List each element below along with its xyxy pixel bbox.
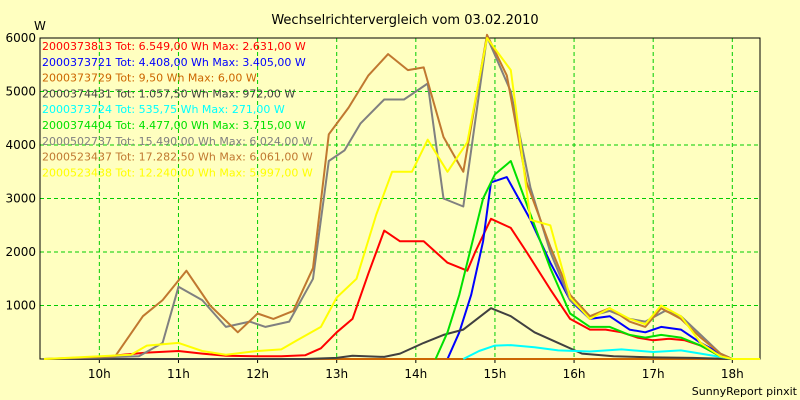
series-line-5	[462, 344, 733, 360]
x-tick-label: 11h	[167, 367, 190, 381]
footer-credit: SunnyReport pinxit	[692, 385, 798, 398]
series-line-6	[434, 160, 733, 360]
legend-entry-8: 2000523437 Tot: 17.282,50 Wh Max: 6.061,…	[42, 151, 313, 164]
y-tick-label: 1000	[5, 299, 36, 313]
legend-entry-6: 2000374404 Tot: 4.477,00 Wh Max: 3.715,0…	[42, 119, 306, 132]
series-line-8	[43, 33, 760, 360]
legend-entry-3: 2000373729 Tot: 9,50 Wh Max: 6,00 W	[42, 72, 257, 85]
x-tick-label: 15h	[484, 367, 507, 381]
x-tick-label: 14h	[404, 367, 427, 381]
series-line-4	[44, 307, 760, 360]
chart-title: Wechselrichtervergleich vom 03.02.2010	[271, 13, 538, 28]
y-tick-label: 6000	[5, 31, 36, 45]
x-tick-label: 10h	[88, 367, 111, 381]
y-tick-label: 3000	[5, 192, 36, 206]
series-line-9	[43, 37, 760, 360]
x-tick-label: 12h	[246, 367, 269, 381]
legend-entry-7: 2000502737 Tot: 15.490,00 Wh Max: 6.024,…	[42, 135, 313, 148]
axes: 1000 2000 3000 4000 5000 6000 10h 11h 12h 13h 14h 1…	[5, 31, 761, 381]
series-line-7	[43, 35, 760, 360]
x-tick-label: 17h	[642, 367, 665, 381]
x-tick-label: 18h	[721, 367, 744, 381]
y-tick-label: 4000	[5, 138, 36, 152]
x-tick-label: 16h	[563, 367, 586, 381]
legend-entry-4: 2000374431 Tot: 1.057,50 Wh Max: 972,00 …	[42, 87, 295, 100]
series-line-1	[44, 217, 760, 360]
y-tick-label: 5000	[5, 85, 36, 99]
series-lines	[43, 33, 760, 360]
legend-entry-1: 2000373813 Tot: 6.549,00 Wh Max: 2.631,0…	[42, 40, 306, 53]
legend-entry-2: 2000373721 Tot: 4.408,00 Wh Max: 3.405,0…	[42, 56, 306, 69]
y-tick-label: 2000	[5, 245, 36, 259]
y-axis-label: W	[34, 19, 46, 33]
legend: 2000373813 Tot: 6.549,00 Wh Max: 2.631,0…	[42, 40, 313, 179]
series-line-2	[446, 176, 733, 360]
legend-entry-9: 2000523438 Tot: 12.240,00 Wh Max: 5.997,…	[42, 166, 313, 179]
x-tick-label: 13h	[325, 367, 348, 381]
legend-entry-5: 2000373724 Tot: 535,75 Wh Max: 271,00 W	[42, 103, 285, 116]
